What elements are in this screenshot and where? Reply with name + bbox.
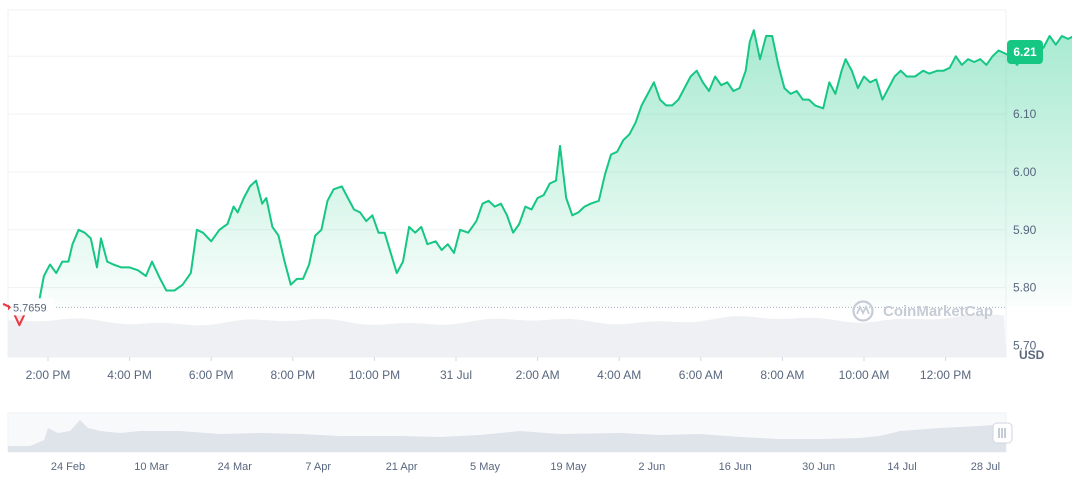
navigator-tick-label: 21 Apr xyxy=(386,461,418,473)
baseline-marker-icon xyxy=(8,304,11,311)
navigator-tick-label: 30 Jun xyxy=(802,461,835,473)
current-price-tag: 6.21 xyxy=(1007,40,1043,64)
x-tick-label: 2:00 AM xyxy=(516,368,560,382)
navigator-tick-label: 24 Mar xyxy=(218,461,253,473)
x-tick-label: 6:00 AM xyxy=(679,368,723,382)
price-line-up xyxy=(36,29,1072,308)
volume-layer xyxy=(8,313,1006,357)
current-price-label: 6.21 xyxy=(1013,45,1037,59)
navigator-tick-label: 5 May xyxy=(470,461,500,473)
navigator-area xyxy=(8,420,1006,452)
baseline-layer: 5.7659 xyxy=(8,298,1006,316)
navigator-tick-label: 2 Jun xyxy=(638,461,665,473)
volume-area xyxy=(8,313,1006,357)
x-tick-label: 8:00 AM xyxy=(760,368,804,382)
x-tick-label: 10:00 PM xyxy=(349,368,400,382)
x-tick-label: 2:00 PM xyxy=(26,368,71,382)
current-price-badge xyxy=(1007,40,1043,64)
y-axis-unit: USD xyxy=(1019,348,1045,362)
navigator-tick-label: 7 Apr xyxy=(305,461,331,473)
x-axis: 2:00 PM 4:00 PM 6:00 PM 8:00 PM 10:00 PM 31 J… xyxy=(26,357,971,382)
x-tick-label: 6:00 PM xyxy=(189,368,234,382)
price-area-fill xyxy=(37,30,1072,308)
x-tick-label: 10:00 AM xyxy=(839,368,890,382)
watermark-text: CoinMarketCap xyxy=(883,303,993,320)
x-tick-label: 12:00 PM xyxy=(920,368,971,382)
y-tick-label: 6.00 xyxy=(1013,165,1037,179)
y-axis: 5.70 5.80 5.90 6.00 6.10 USD xyxy=(1013,107,1045,362)
y-tick-label: 5.80 xyxy=(1013,281,1037,295)
y-tick-label: 5.70 xyxy=(1013,338,1037,352)
navigator-tick-label: 28 Jul xyxy=(971,461,1000,473)
navigator-tick-label: 10 Mar xyxy=(134,461,169,473)
watermark: CoinMarketCap xyxy=(852,300,993,322)
x-tick-label: 4:00 PM xyxy=(107,368,152,382)
x-tick-label: 4:00 AM xyxy=(597,368,641,382)
baseline-label-bg xyxy=(10,298,54,316)
navigator-tick-label: 19 May xyxy=(550,461,587,473)
navigator-tick-label: 14 Jul xyxy=(887,461,916,473)
navigator-tick-label: 16 Jun xyxy=(719,461,752,473)
x-tick-label: 31 Jul xyxy=(440,368,472,382)
baseline-label: 5.7659 xyxy=(13,302,47,314)
range-navigator[interactable]: 24 Feb 10 Mar 24 Mar 7 Apr 21 Apr 5 May 19 May… xyxy=(7,412,1013,473)
y-tick-label: 5.90 xyxy=(1013,223,1037,237)
area-layer xyxy=(3,30,1072,326)
y-tick-label: 6.10 xyxy=(1013,107,1037,121)
x-tick-label: 8:00 PM xyxy=(270,368,315,382)
navigator-tick-label: 24 Feb xyxy=(51,461,85,473)
coinmarketcap-logo-icon xyxy=(852,300,874,322)
